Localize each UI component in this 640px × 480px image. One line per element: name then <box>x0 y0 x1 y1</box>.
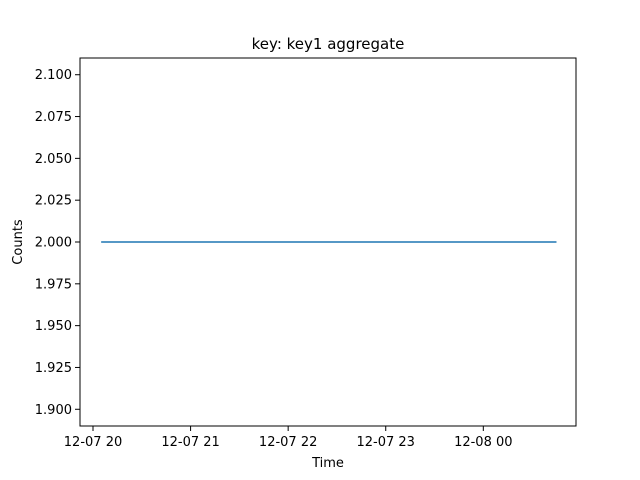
y-tick-label: 2.050 <box>35 152 72 167</box>
y-tick-label: 1.925 <box>35 361 72 376</box>
y-tick-label: 2.025 <box>35 194 72 209</box>
x-tick-label: 12-08 00 <box>454 435 512 450</box>
x-tick-label: 12-07 22 <box>259 435 317 450</box>
y-axis-label: Counts <box>11 219 26 265</box>
y-tick-label: 1.950 <box>35 319 72 334</box>
y-tick-label: 1.900 <box>35 403 72 418</box>
x-tick-label: 12-07 23 <box>357 435 415 450</box>
x-axis: 12-07 20 12-07 21 12-07 22 12-07 23 12-08 00 <box>64 426 513 450</box>
y-tick-label: 2.075 <box>35 110 72 125</box>
x-tick-label: 12-07 21 <box>161 435 219 450</box>
y-axis: 1.900 1.925 1.950 1.975 2.000 2.025 2.050 2.075… <box>35 68 80 418</box>
y-tick-label: 2.000 <box>35 236 72 251</box>
x-axis-label: Time <box>311 456 344 471</box>
y-tick-label: 2.100 <box>35 68 72 83</box>
x-tick-label: 12-07 20 <box>64 435 122 450</box>
y-tick-label: 1.975 <box>35 277 72 292</box>
chart-title: key: key1 aggregate <box>252 35 405 53</box>
